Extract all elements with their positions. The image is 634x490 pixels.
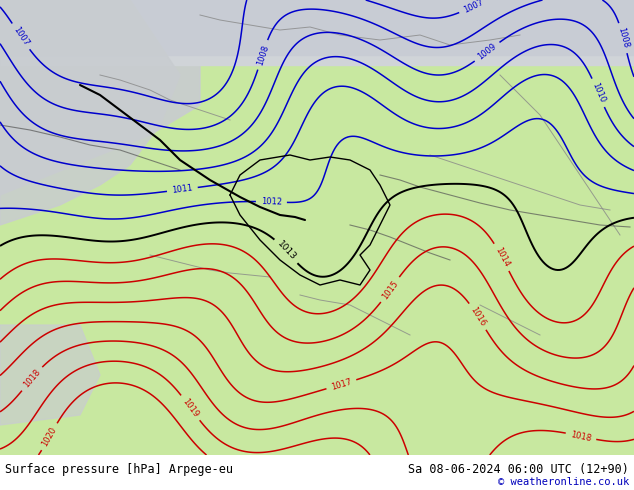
Text: 1013: 1013 [275, 240, 297, 263]
Text: 1010: 1010 [590, 81, 607, 104]
Text: 1008: 1008 [255, 43, 270, 66]
Text: 1011: 1011 [171, 184, 193, 195]
Text: Surface pressure [hPa] Arpege-eu: Surface pressure [hPa] Arpege-eu [5, 463, 233, 476]
Polygon shape [0, 0, 200, 195]
Text: 1008: 1008 [616, 26, 630, 49]
Text: 1017: 1017 [330, 377, 353, 392]
Text: 1009: 1009 [476, 42, 498, 62]
Bar [0, 0, 634, 65]
Text: 1020: 1020 [41, 425, 58, 448]
Text: 1007: 1007 [11, 25, 30, 48]
Text: 1014: 1014 [493, 246, 511, 269]
Text: 1007: 1007 [462, 0, 485, 15]
Text: 1015: 1015 [380, 278, 400, 301]
Text: © weatheronline.co.uk: © weatheronline.co.uk [498, 477, 629, 487]
Text: 1018: 1018 [22, 368, 42, 390]
Text: 1016: 1016 [469, 305, 488, 328]
Text: 1019: 1019 [181, 397, 200, 419]
Bar [0, 0, 634, 55]
Polygon shape [0, 325, 100, 425]
Text: 1012: 1012 [261, 197, 282, 207]
Text: Sa 08-06-2024 06:00 UTC (12+90): Sa 08-06-2024 06:00 UTC (12+90) [408, 463, 629, 476]
Polygon shape [0, 0, 180, 225]
Text: 1018: 1018 [570, 430, 592, 443]
